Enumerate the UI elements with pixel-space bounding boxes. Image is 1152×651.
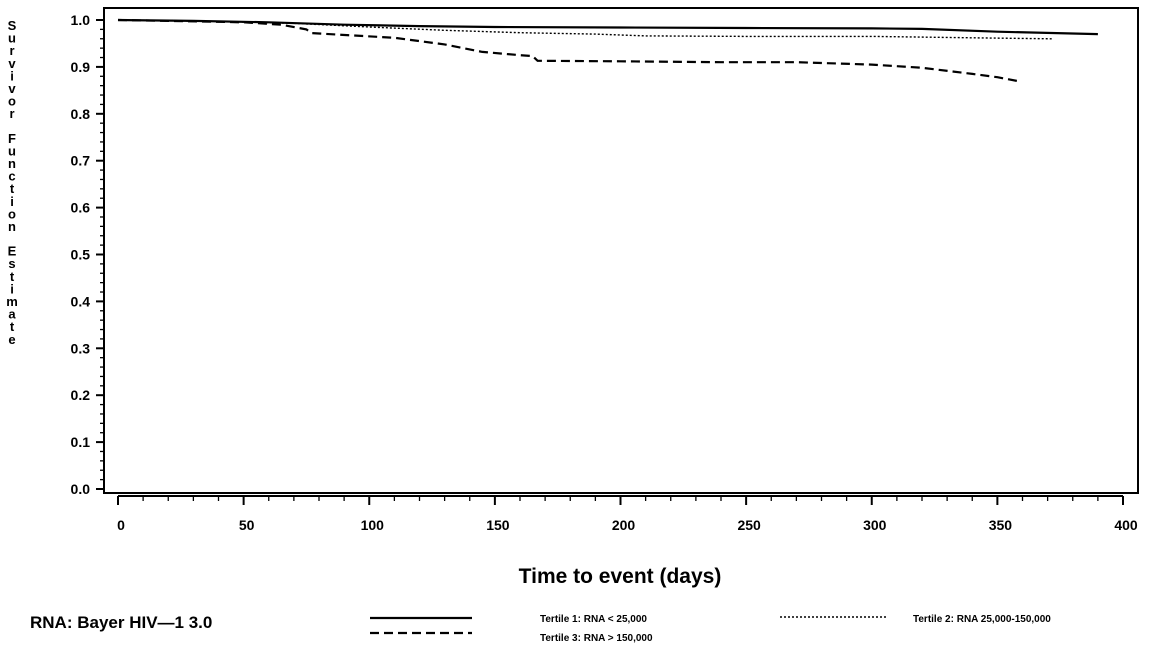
y-axis-ticks: 0.0 0.1 0.2 0.3 0.4 0.5 0.6 0.7 0.8 0.9 1.0 (71, 12, 104, 497)
series-lines (117, 18, 1098, 83)
y-axis-label-letter: t (10, 181, 15, 196)
series-line-1 (117, 18, 1098, 36)
plot-frame (103, 7, 1139, 494)
y-axis-label-letter: i (10, 68, 14, 83)
x-tick-label: 0 (117, 517, 125, 533)
legend: RNA: Bayer HIV—1 3.0 Tertile 1: RNA < 25… (30, 613, 1051, 644)
y-axis-label-letter: v (8, 56, 16, 71)
y-axis-label-letter: t (10, 319, 15, 334)
y-axis-label-letter: v (8, 81, 16, 96)
y-axis-label-letter: E (8, 244, 17, 259)
legend-label-2: Tertile 2: RNA 25,000-150,000 (913, 614, 1051, 625)
x-tick-label: 150 (486, 517, 510, 533)
x-tick-label: 100 (361, 517, 385, 533)
y-axis-label-letter: i (10, 281, 14, 296)
series-line-3 (117, 18, 1018, 83)
y-axis-label-letter: c (8, 169, 15, 184)
y-axis-label-letter: e (8, 332, 15, 347)
y-axis-label-letter: o (8, 94, 16, 109)
y-axis-label-letter: o (8, 206, 16, 221)
y-tick-label: 0.1 (71, 434, 91, 450)
y-tick-label: 0.9 (71, 59, 91, 75)
y-tick-label: 1.0 (71, 12, 91, 28)
y-tick-label: 0.6 (71, 200, 91, 216)
legend-label-3: Tertile 3: RNA > 150,000 (540, 633, 653, 644)
x-tick-label: 350 (989, 517, 1013, 533)
y-axis-label-letter: t (10, 269, 15, 284)
y-axis-label-letter: F (8, 131, 16, 146)
y-tick-label: 0.3 (71, 340, 91, 356)
y-tick-label: 0.2 (71, 387, 91, 403)
x-tick-label: 50 (239, 517, 255, 533)
y-axis-label-letter: u (8, 31, 16, 46)
y-axis-label-letter: n (8, 219, 16, 234)
x-tick-label: 200 (612, 517, 636, 533)
x-tick-label: 250 (737, 517, 761, 533)
y-axis-label-letter: n (8, 156, 16, 171)
x-axis-label: Time to event (days) (519, 565, 722, 588)
y-axis-label-letter: r (9, 43, 14, 58)
y-axis-label-letter: r (9, 106, 14, 121)
y-axis-label-letter: a (8, 307, 16, 322)
x-tick-label: 400 (1114, 517, 1138, 533)
y-tick-label: 0.7 (71, 153, 91, 169)
legend-label-1: Tertile 1: RNA < 25,000 (540, 614, 647, 625)
y-axis-label-letter: i (10, 194, 14, 209)
y-axis-label-letter: m (6, 294, 18, 309)
y-axis-label-letter: S (8, 18, 17, 33)
y-tick-label: 0.5 (71, 247, 91, 263)
y-axis-label-letter: s (8, 256, 15, 271)
x-tick-label: 300 (863, 517, 887, 533)
y-tick-label: 0.8 (71, 106, 91, 122)
legend-title: RNA: Bayer HIV—1 3.0 (30, 613, 212, 632)
y-tick-label: 0.4 (71, 293, 91, 309)
y-axis-label-letter: u (8, 143, 16, 158)
y-tick-label: 0.0 (71, 481, 91, 497)
x-axis-ticks: 0 50 100 150 200 250 300 350 400 (117, 495, 1138, 533)
